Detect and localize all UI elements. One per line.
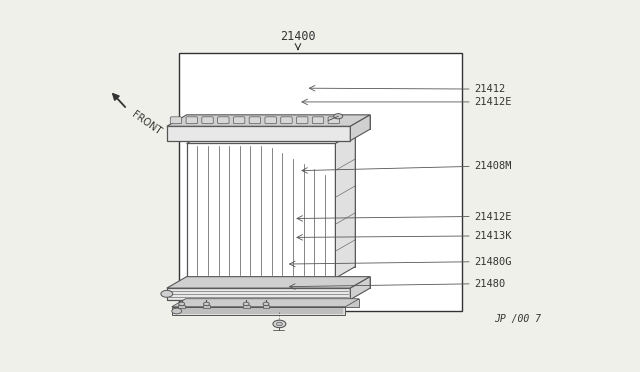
Bar [243, 305, 250, 308]
Circle shape [333, 114, 342, 119]
Text: 21413K: 21413K [474, 231, 512, 241]
Bar [203, 305, 210, 308]
FancyBboxPatch shape [234, 117, 245, 124]
FancyBboxPatch shape [170, 117, 182, 124]
FancyBboxPatch shape [202, 117, 213, 124]
Circle shape [172, 308, 182, 314]
Circle shape [204, 302, 209, 305]
FancyBboxPatch shape [265, 117, 276, 124]
Polygon shape [350, 277, 370, 299]
Polygon shape [186, 299, 359, 307]
Bar [167, 288, 350, 299]
Polygon shape [187, 277, 370, 288]
FancyBboxPatch shape [312, 117, 324, 124]
FancyBboxPatch shape [218, 117, 229, 124]
Polygon shape [207, 132, 355, 267]
Circle shape [273, 320, 286, 328]
Circle shape [243, 302, 249, 305]
Text: 21412E: 21412E [474, 212, 512, 221]
FancyBboxPatch shape [249, 117, 260, 124]
Circle shape [263, 302, 269, 305]
Polygon shape [335, 132, 355, 278]
Polygon shape [350, 115, 370, 141]
Bar [179, 53, 462, 311]
Circle shape [276, 322, 282, 326]
Bar [178, 305, 185, 308]
Text: 21480G: 21480G [474, 257, 512, 267]
Polygon shape [172, 299, 359, 307]
FancyBboxPatch shape [281, 117, 292, 124]
Polygon shape [167, 277, 370, 288]
Circle shape [179, 302, 185, 305]
FancyBboxPatch shape [328, 117, 339, 124]
Text: 21412E: 21412E [474, 97, 512, 107]
Text: JP /00 7: JP /00 7 [494, 314, 541, 324]
Bar [167, 126, 350, 141]
Bar [187, 144, 335, 278]
Text: 21480: 21480 [474, 279, 506, 289]
Text: 21408M: 21408M [474, 161, 512, 171]
Polygon shape [187, 115, 370, 129]
Circle shape [161, 291, 173, 297]
Text: 21400: 21400 [280, 30, 316, 43]
Text: FRONT: FRONT [129, 109, 163, 137]
FancyBboxPatch shape [296, 117, 308, 124]
Bar [262, 305, 269, 308]
Bar [172, 307, 346, 315]
FancyBboxPatch shape [186, 117, 198, 124]
Polygon shape [187, 132, 355, 144]
Text: 21412: 21412 [474, 84, 506, 94]
Polygon shape [167, 115, 370, 126]
